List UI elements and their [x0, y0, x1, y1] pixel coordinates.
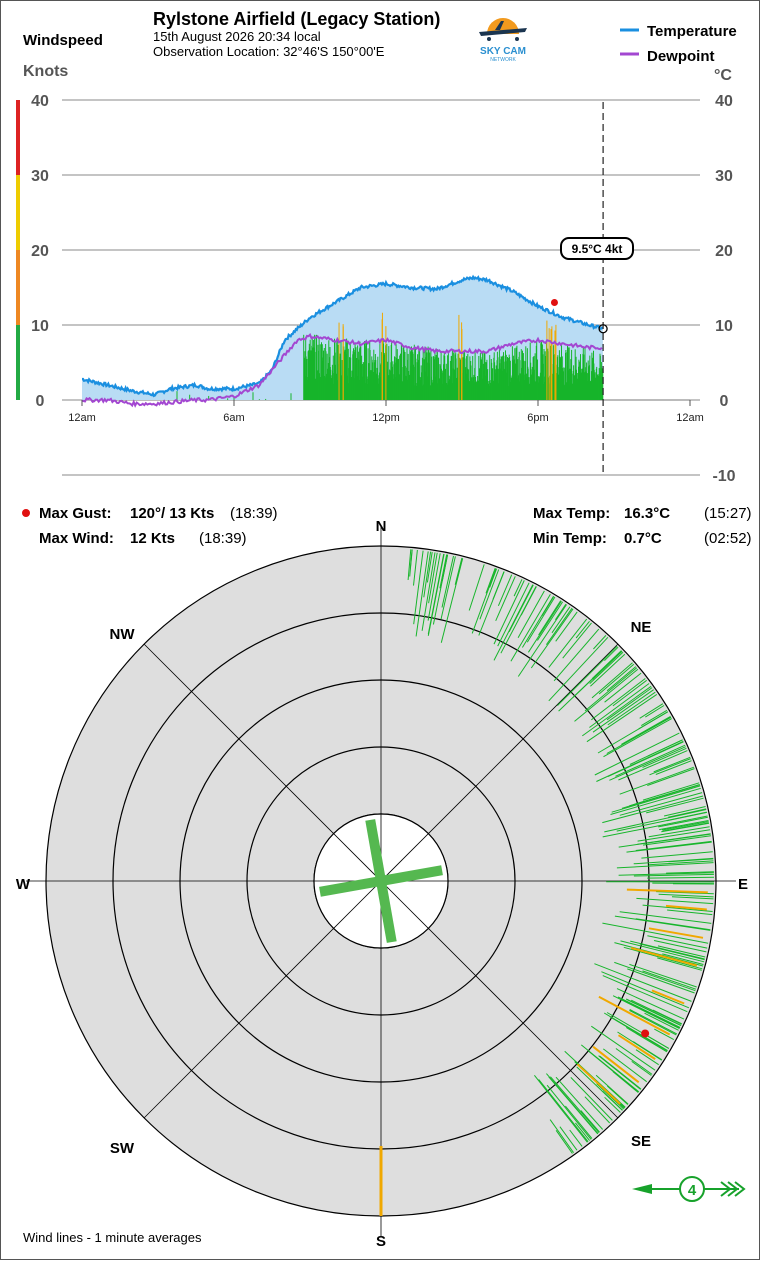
legend-temperature: Temperature: [647, 23, 737, 40]
x-tick-label: 6pm: [527, 412, 548, 424]
temp-tick-label: -10: [712, 468, 735, 485]
compass-e: E: [738, 876, 748, 893]
footer-note: Wind lines - 1 minute averages: [23, 1230, 202, 1245]
temp-tick-label: 30: [715, 168, 733, 185]
min-temp-label: Min Temp:: [533, 530, 607, 547]
legend-dewpoint: Dewpoint: [647, 48, 715, 65]
svg-text:SKY CAM: SKY CAM: [480, 46, 526, 57]
max-gust-value: 120°/ 13 Kts: [130, 505, 214, 522]
temp-stats: Max Temp: 16.3°C (15:27) Min Temp: 0.7°C…: [533, 505, 752, 547]
max-gust-time: (18:39): [230, 505, 278, 522]
wind-tick-label: 20: [31, 243, 49, 260]
compass-se: SE: [631, 1133, 651, 1150]
celsius-axis-label: °C: [714, 67, 732, 84]
x-tick-label: 6am: [223, 412, 244, 424]
skycam-logo: SKY CAM NETWORK: [479, 18, 527, 63]
compass-sw: SW: [110, 1140, 135, 1157]
rose-max-gust-marker: [641, 1030, 649, 1038]
temp-tick-label: 0: [720, 393, 729, 410]
compass-s: S: [376, 1233, 386, 1250]
tooltip-text: 9.5°C 4kt: [572, 242, 623, 256]
max-wind-value: 12 Kts: [130, 530, 175, 547]
windspeed-scale-segment: [16, 250, 20, 325]
x-tick-label: 12pm: [372, 412, 400, 424]
svg-text:NETWORK: NETWORK: [490, 57, 516, 63]
compass-nw: NW: [110, 626, 136, 643]
x-tick-label: 12am: [68, 412, 96, 424]
max-wind-time: (18:39): [199, 530, 247, 547]
max-temp-value: 16.3°C: [624, 505, 670, 522]
temp-tick-label: 20: [715, 243, 733, 260]
wind-tick-label: 0: [36, 393, 45, 410]
max-gust-marker-icon: [22, 509, 30, 517]
station-title: Rylstone Airfield (Legacy Station): [153, 9, 440, 29]
wind-tick-label: 10: [31, 318, 49, 335]
compass-n: N: [376, 518, 387, 535]
current-reading-tooltip: 9.5°C 4kt: [561, 238, 633, 259]
rose-wind-line: [652, 883, 714, 884]
wind-tick-label: 40: [31, 93, 49, 110]
windspeed-scale-segment: [16, 100, 20, 175]
max-gust-label: Max Gust:: [39, 505, 112, 522]
max-temp-time: (15:27): [704, 505, 752, 522]
knots-axis-label: Knots: [23, 63, 68, 80]
observation-location: Observation Location: 32°46'S 150°00'E: [153, 44, 385, 59]
temp-tick-label: 10: [715, 318, 733, 335]
compass-w: W: [16, 876, 31, 893]
max-gust-marker: [551, 299, 558, 306]
windspeed-scale-segment: [16, 325, 20, 400]
max-temp-label: Max Temp:: [533, 505, 610, 522]
max-wind-label: Max Wind:: [39, 530, 114, 547]
wind-stats: Max Gust: 120°/ 13 Kts (18:39) Max Wind:…: [22, 505, 278, 547]
wind-tick-label: 30: [31, 168, 49, 185]
windspeed-label: Windspeed: [23, 32, 103, 49]
observation-datetime: 15th August 2026 20:34 local: [153, 29, 321, 44]
min-temp-value: 0.7°C: [624, 530, 662, 547]
windspeed-scale-segment: [16, 175, 20, 250]
temp-tick-label: 40: [715, 93, 733, 110]
compass-ne: NE: [631, 619, 652, 636]
x-tick-label: 12am: [676, 412, 704, 424]
min-temp-time: (02:52): [704, 530, 752, 547]
current-wind-speed: 4: [688, 1182, 697, 1199]
current-wind-arrow-icon: 4: [632, 1177, 744, 1201]
